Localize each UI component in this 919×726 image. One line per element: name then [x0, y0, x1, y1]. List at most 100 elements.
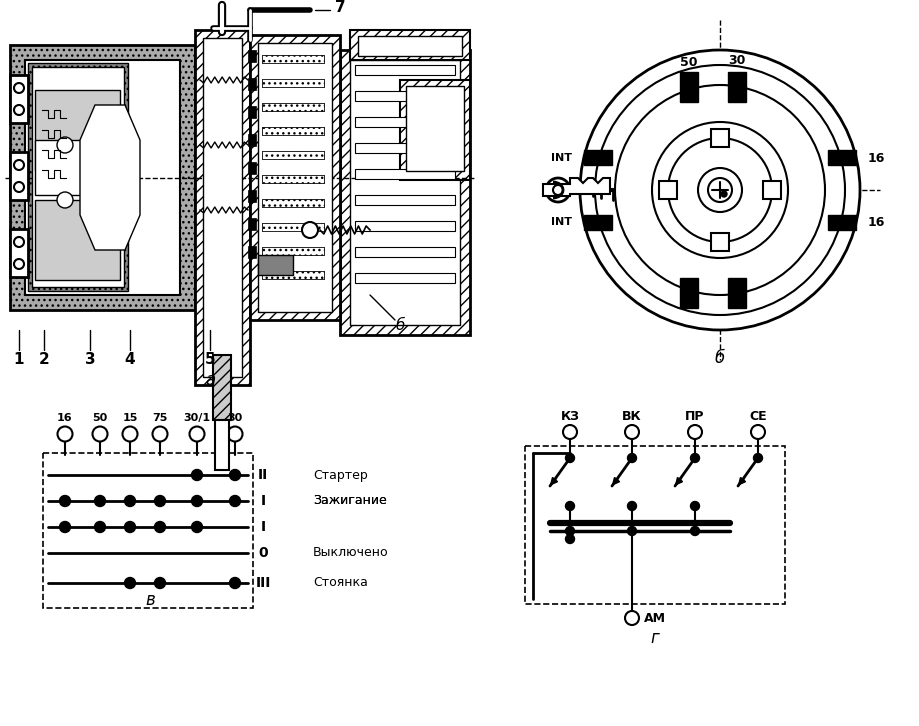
- Bar: [727, 72, 745, 102]
- Circle shape: [690, 502, 698, 510]
- Circle shape: [545, 178, 570, 202]
- Bar: [262, 55, 323, 63]
- Circle shape: [624, 611, 639, 625]
- Circle shape: [60, 496, 71, 507]
- Bar: [262, 223, 323, 231]
- Bar: [10, 229, 28, 277]
- Text: 30/1: 30/1: [183, 413, 210, 423]
- Bar: [203, 38, 242, 377]
- Text: АМ: АМ: [643, 611, 665, 624]
- Circle shape: [14, 182, 24, 192]
- Circle shape: [690, 454, 698, 462]
- Bar: [250, 35, 340, 320]
- Circle shape: [124, 521, 135, 532]
- Circle shape: [189, 426, 204, 441]
- Text: Зажигание: Зажигание: [312, 494, 386, 507]
- Circle shape: [687, 425, 701, 439]
- Text: 50: 50: [92, 413, 108, 423]
- Text: Стоянка: Стоянка: [312, 576, 368, 590]
- Circle shape: [624, 425, 639, 439]
- Bar: [262, 151, 323, 159]
- Bar: [355, 247, 455, 257]
- Bar: [357, 36, 461, 56]
- Circle shape: [565, 526, 573, 536]
- Text: 30: 30: [728, 54, 745, 67]
- Text: 4: 4: [125, 353, 135, 367]
- Circle shape: [124, 496, 135, 507]
- Bar: [262, 271, 323, 279]
- Circle shape: [14, 259, 24, 269]
- Bar: [262, 151, 323, 159]
- Bar: [658, 181, 676, 199]
- Text: ВК: ВК: [621, 409, 641, 423]
- Circle shape: [191, 470, 202, 481]
- Text: I: I: [260, 494, 266, 508]
- Circle shape: [122, 426, 137, 441]
- Bar: [262, 247, 323, 255]
- Text: I: I: [260, 520, 266, 534]
- Circle shape: [229, 496, 240, 507]
- Bar: [262, 175, 323, 183]
- Text: КЗ: КЗ: [560, 409, 579, 423]
- Bar: [248, 50, 255, 62]
- Bar: [35, 200, 119, 280]
- Bar: [248, 190, 255, 202]
- Text: 15: 15: [122, 413, 138, 423]
- Circle shape: [301, 222, 318, 238]
- Text: 3: 3: [85, 353, 96, 367]
- Circle shape: [552, 185, 562, 195]
- Bar: [35, 140, 119, 195]
- Text: 0: 0: [258, 546, 267, 560]
- Circle shape: [95, 521, 106, 532]
- Circle shape: [229, 577, 240, 589]
- Bar: [584, 215, 611, 230]
- Text: 50: 50: [679, 55, 697, 68]
- Bar: [262, 223, 323, 231]
- Bar: [400, 80, 470, 180]
- Circle shape: [627, 502, 636, 510]
- Bar: [28, 63, 128, 291]
- Bar: [827, 150, 855, 165]
- Bar: [355, 273, 455, 283]
- Text: II: II: [257, 468, 267, 482]
- Polygon shape: [542, 178, 609, 196]
- Bar: [340, 50, 470, 335]
- Bar: [248, 78, 255, 90]
- Bar: [727, 278, 745, 308]
- Text: г: г: [650, 629, 659, 647]
- Bar: [10, 152, 28, 200]
- Bar: [262, 103, 323, 111]
- Circle shape: [579, 50, 859, 330]
- Bar: [355, 65, 455, 75]
- Circle shape: [565, 502, 573, 510]
- Bar: [195, 30, 250, 385]
- Circle shape: [652, 122, 788, 258]
- Bar: [262, 199, 323, 207]
- Circle shape: [153, 426, 167, 441]
- Text: Выключено: Выключено: [312, 547, 388, 560]
- Text: б: б: [395, 317, 404, 333]
- Bar: [215, 420, 229, 470]
- Text: 7: 7: [335, 0, 345, 15]
- Bar: [262, 175, 323, 183]
- Circle shape: [60, 521, 71, 532]
- Bar: [257, 255, 292, 275]
- Bar: [262, 103, 323, 111]
- Bar: [10, 75, 28, 123]
- Circle shape: [565, 454, 573, 462]
- Circle shape: [93, 426, 108, 441]
- Bar: [257, 43, 332, 312]
- Circle shape: [57, 426, 73, 441]
- Text: 1: 1: [732, 73, 740, 83]
- Bar: [262, 247, 323, 255]
- Text: Зажигание: Зажигание: [312, 494, 386, 507]
- Bar: [710, 129, 728, 147]
- Bar: [355, 169, 455, 179]
- Bar: [355, 143, 455, 153]
- Text: в: в: [145, 591, 154, 609]
- Bar: [679, 72, 698, 102]
- Text: 16: 16: [57, 413, 73, 423]
- Bar: [35, 90, 119, 170]
- Bar: [25, 60, 180, 295]
- Circle shape: [154, 577, 165, 589]
